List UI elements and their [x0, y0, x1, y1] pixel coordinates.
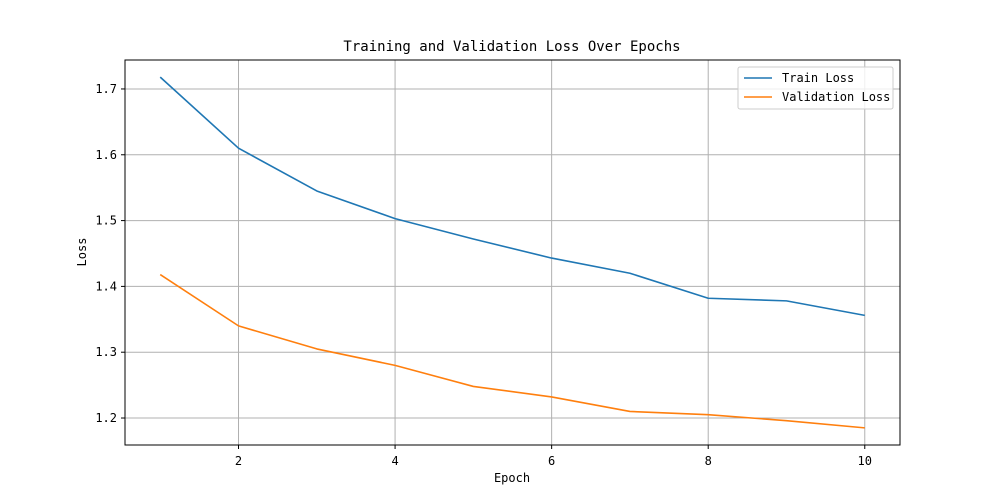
chart-title: Training and Validation Loss Over Epochs	[343, 39, 680, 55]
y-tick-label: 1.4	[95, 279, 117, 293]
y-tick-label: 1.5	[95, 214, 117, 228]
grid-lines	[125, 60, 900, 445]
y-tick-label: 1.7	[95, 82, 117, 96]
axis-ticks: 2 4 6 8 10 1.2 1.3 1.4 1.5 1.6 1.7	[95, 82, 872, 468]
legend: Train Loss Validation Loss	[737, 66, 894, 110]
series-line-validation-loss	[159, 273, 865, 429]
legend-label: Train Loss	[782, 71, 854, 85]
x-axis-label: Epoch	[494, 471, 530, 485]
legend-box	[737, 66, 894, 110]
x-tick-label: 2	[235, 454, 242, 468]
x-tick-label: 8	[705, 454, 712, 468]
y-tick-label: 1.3	[95, 345, 117, 359]
series-lines	[159, 76, 865, 429]
x-tick-label: 6	[548, 454, 555, 468]
y-tick-label: 1.2	[95, 411, 117, 425]
x-tick-label: 4	[391, 454, 398, 468]
legend-label: Validation Loss	[782, 90, 890, 104]
y-tick-label: 1.6	[95, 148, 117, 162]
series-line-train-loss	[159, 76, 865, 317]
x-tick-label: 10	[858, 454, 872, 468]
plot-frame	[124, 59, 901, 446]
y-axis-label: Loss	[75, 238, 89, 267]
